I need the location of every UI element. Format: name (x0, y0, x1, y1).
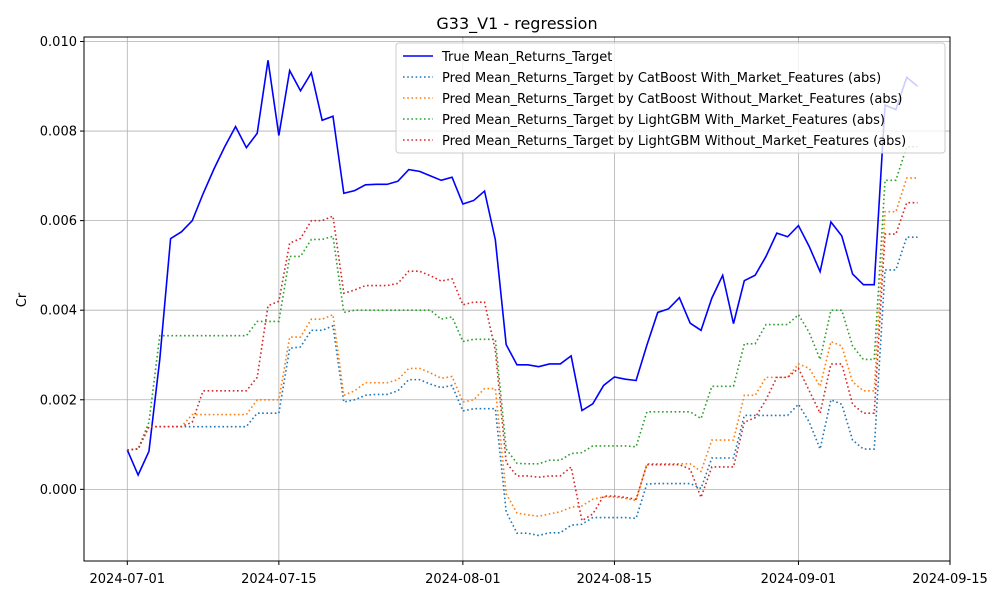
x-tick-label: 2024-09-15 (912, 572, 988, 587)
chart-title: G33_V1 - regression (436, 14, 597, 34)
y-tick-label: 0.008 (40, 125, 77, 140)
series-line-4 (127, 201, 918, 522)
y-axis-label: Cr (15, 292, 30, 307)
legend-box (395, 42, 946, 154)
series-lines (126, 60, 919, 537)
y-tick-label: 0.006 (40, 214, 77, 229)
y-tick-label: 0.002 (40, 393, 77, 408)
legend: True Mean_Returns_Target Pred Mean_Return… (395, 42, 946, 154)
x-axis-ticks: 2024-07-01 2024-07-15 2024-08-01 2024-08-15… (90, 561, 988, 587)
x-tick-label: 2024-07-15 (241, 572, 317, 587)
plot-frame (83, 36, 951, 562)
y-tick-label: 0.000 (40, 483, 77, 498)
x-tick-label: 2024-08-01 (425, 572, 501, 587)
legend-label: Pred Mean_Returns_Target by LightGBM Wit… (442, 134, 906, 149)
y-axis-ticks: 0.000 0.002 0.004 0.006 0.008 0.010 (40, 35, 84, 498)
y-tick-label: 0.010 (40, 35, 77, 50)
series-line-3 (127, 145, 918, 465)
series-line-1 (127, 236, 918, 537)
legend-label: Pred Mean_Returns_Target by CatBoost Wit… (442, 92, 902, 107)
legend-label: True Mean_Returns_Target (441, 50, 612, 65)
series-line-0 (126, 60, 919, 477)
legend-label: Pred Mean_Returns_Target by CatBoost Wit… (442, 71, 881, 86)
x-tick-label: 2024-09-01 (761, 572, 837, 587)
x-tick-label: 2024-08-15 (577, 572, 653, 587)
y-tick-label: 0.004 (40, 304, 77, 319)
legend-label: Pred Mean_Returns_Target by LightGBM Wit… (442, 113, 885, 128)
x-tick-label: 2024-07-01 (90, 572, 166, 587)
